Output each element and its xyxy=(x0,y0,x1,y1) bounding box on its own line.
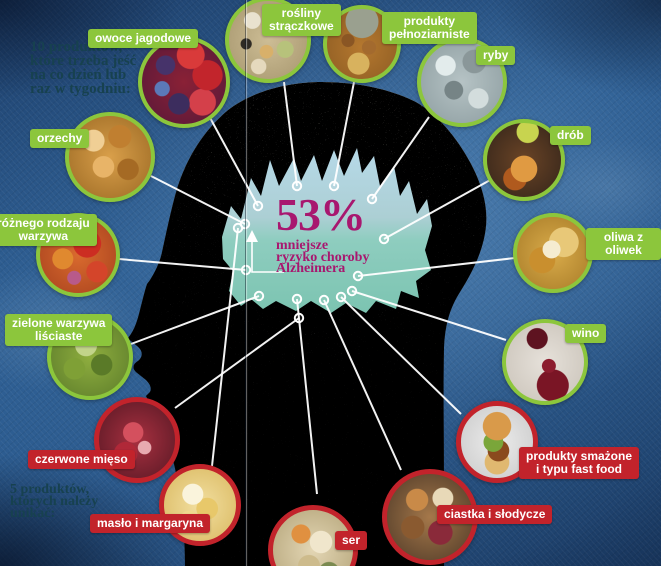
avoid-header: 5 produktów, których należy unikać: xyxy=(10,482,99,521)
ryby-node xyxy=(366,193,378,205)
produkty-pelnoziarniste-line xyxy=(333,81,355,187)
fast-food-label: produkty smażone i typu fast food xyxy=(519,447,640,479)
oliwa-z-oliwek-photo xyxy=(513,213,593,293)
ciastka-line xyxy=(323,299,402,471)
maslo-label: masło i margaryna xyxy=(90,514,211,533)
wino-node xyxy=(346,285,358,297)
owoce-jagodowe-photo xyxy=(138,36,230,128)
maslo-photo xyxy=(159,464,241,546)
drob-line xyxy=(383,178,493,240)
wino-photo xyxy=(502,319,588,405)
connector-lines xyxy=(118,81,516,495)
maslo-line xyxy=(211,227,239,467)
rosliny-straczkowe-line xyxy=(283,81,298,187)
zielone-warzywa-line xyxy=(130,295,260,345)
drob-label: drób xyxy=(550,126,591,145)
stat-value: 53% xyxy=(276,189,366,240)
owoce-jagodowe-label: owoce jagodowe xyxy=(88,29,199,48)
connector-nodes xyxy=(232,180,390,324)
drob-node xyxy=(378,233,390,245)
rozne-warzywa-node xyxy=(240,264,252,276)
ryby-label: ryby xyxy=(476,46,516,65)
ciastka-label: ciastka i słodycze xyxy=(437,505,553,524)
czerwone-mieso-photo xyxy=(94,397,180,483)
czerwone-mieso-line xyxy=(174,317,300,409)
up-arrow xyxy=(246,230,284,273)
orzechy-line xyxy=(150,175,246,225)
drob-photo xyxy=(483,119,565,201)
eat-daily-header: 10 produktów, które trzeba jeść na co dz… xyxy=(30,39,137,97)
ryby-line xyxy=(371,116,430,200)
oliwa-z-oliwek-line xyxy=(357,257,516,277)
orzechy-photo xyxy=(65,112,155,202)
rozne-warzywa-label: różnego rodzaju warzywa xyxy=(0,214,97,246)
ciastka-node xyxy=(318,294,330,306)
rosliny-straczkowe-node xyxy=(291,180,303,192)
czerwone-mieso-node xyxy=(293,312,305,324)
produkty-pelnoziarniste-label: produkty pełnoziarniste xyxy=(382,12,477,44)
ser-label: ser xyxy=(335,531,368,550)
ryby-photo xyxy=(417,37,507,127)
wino-label: wino xyxy=(565,324,607,343)
stat-block: 53% mniejsze ryzyko choroby Alzheimera xyxy=(276,189,370,276)
wino-line xyxy=(351,290,507,341)
czerwone-mieso-label: czerwone mięso xyxy=(28,450,135,469)
oliwa-z-oliwek-node xyxy=(352,270,364,282)
zielone-warzywa-label: zielone warzywa liściaste xyxy=(5,314,113,346)
produkty-pelnoziarniste-node xyxy=(328,180,340,192)
stat-subtitle: mniejsze ryzyko choroby Alzheimera xyxy=(276,238,370,276)
ser-node xyxy=(291,293,303,305)
fast-food-node xyxy=(335,291,347,303)
owoce-jagodowe-line xyxy=(207,113,259,207)
zielone-warzywa-node xyxy=(253,290,265,302)
ser-line xyxy=(296,298,318,495)
maslo-node xyxy=(232,222,244,234)
orzechy-label: orzechy xyxy=(30,129,90,148)
rosliny-straczkowe-label: rośliny strączkowe xyxy=(262,4,341,36)
rozne-warzywa-line xyxy=(118,258,247,271)
oliwa-z-oliwek-label: oliwa z oliwek xyxy=(586,228,661,260)
owoce-jagodowe-node xyxy=(252,200,264,212)
fast-food-line xyxy=(340,296,462,415)
